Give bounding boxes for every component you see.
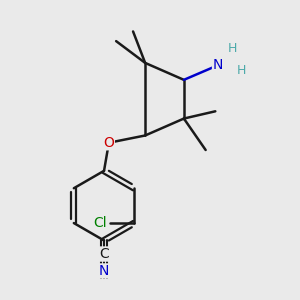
Text: N: N <box>99 264 109 278</box>
Text: N: N <box>213 58 223 72</box>
Text: C: C <box>99 247 109 261</box>
Text: Cl: Cl <box>94 216 107 230</box>
Text: H: H <box>228 42 237 55</box>
Text: H: H <box>237 64 247 77</box>
Text: O: O <box>103 136 114 150</box>
